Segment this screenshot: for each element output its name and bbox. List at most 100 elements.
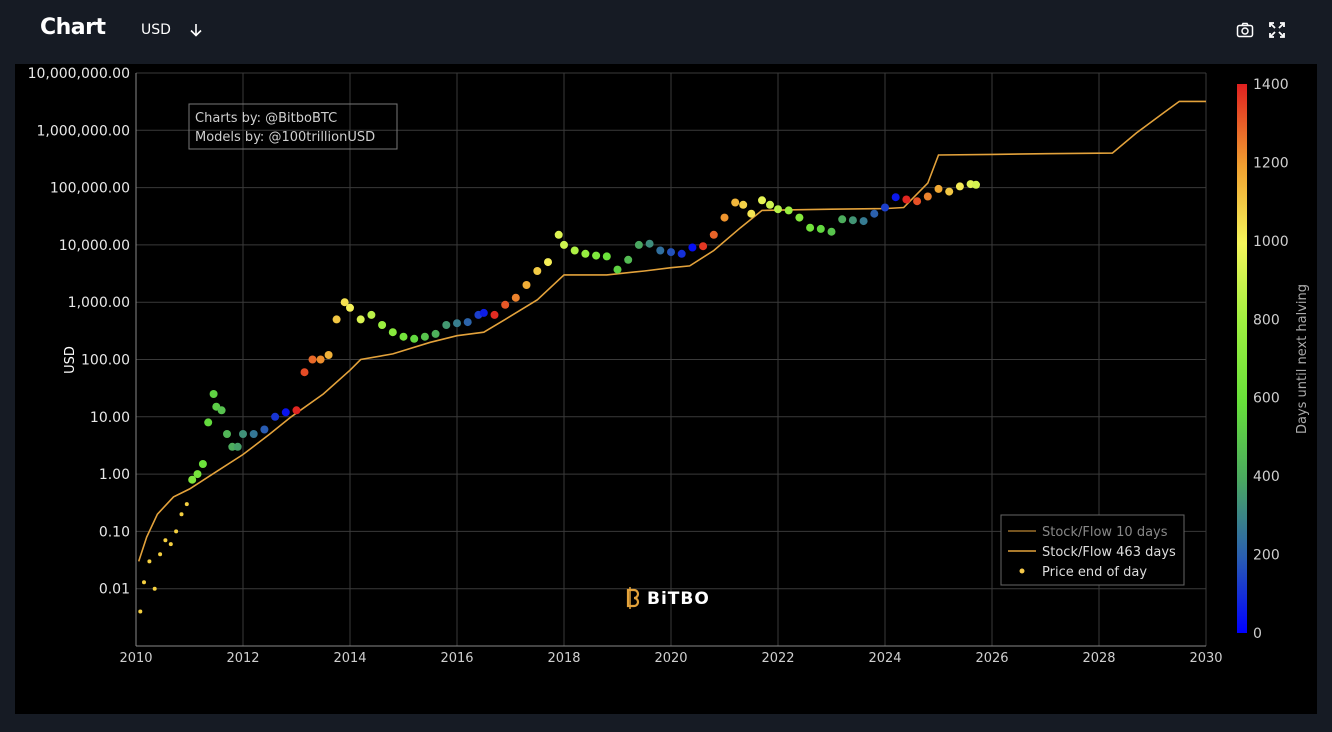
price-point: [324, 351, 333, 359]
price-point: [442, 321, 451, 329]
price-point: [758, 196, 766, 205]
y-axis-label: USD: [63, 346, 78, 374]
price-point: [554, 230, 563, 239]
currency-selector[interactable]: USD: [141, 22, 203, 38]
x-tick-label: 2012: [226, 651, 259, 666]
price-point: [356, 315, 365, 324]
price-point: [774, 205, 782, 214]
top-bar: Chart USD: [0, 0, 1332, 64]
price-point: [367, 310, 376, 319]
price-point: [340, 298, 349, 307]
price-point: [479, 308, 488, 317]
price-point: [158, 552, 163, 557]
y-tick-label: 0.01: [99, 582, 130, 598]
y-tick-label: 100.00: [81, 353, 130, 369]
colorbar-tick-label: 1200: [1253, 155, 1289, 171]
x-tick-label: 2028: [1082, 651, 1115, 666]
x-tick-label: 2022: [761, 651, 794, 666]
price-point: [677, 249, 686, 258]
price-point: [688, 243, 697, 252]
price-point: [316, 355, 325, 364]
price-point: [934, 184, 943, 193]
price-point: [881, 203, 889, 212]
price-point: [198, 460, 207, 468]
price-point: [747, 209, 756, 218]
colorbar-tick-label: 600: [1253, 391, 1280, 407]
price-point: [463, 318, 472, 327]
price-point: [645, 239, 654, 248]
price-point: [624, 255, 633, 264]
legend-entry: Stock/Flow 463 days: [1042, 545, 1176, 560]
credits-models: Models by: @100trillionUSD: [195, 130, 375, 145]
price-point: [848, 216, 857, 225]
price-point: [766, 200, 774, 209]
price-point: [784, 206, 793, 215]
price-point: [592, 251, 601, 260]
price-point: [239, 430, 247, 438]
price-point: [209, 390, 218, 398]
price-point: [667, 248, 675, 257]
price-point: [827, 227, 836, 236]
colorbar-tick-label: 1400: [1253, 77, 1289, 93]
colorbar-label: Days until next halving: [1295, 284, 1310, 434]
price-point: [193, 470, 202, 479]
price-point: [249, 430, 258, 438]
y-tick-label: 1,000.00: [68, 295, 130, 311]
y-tick-label: 10.00: [90, 410, 130, 426]
colorbar-tick-label: 400: [1253, 469, 1280, 485]
chart-panel: 10,000,000.00 1,000,000.00 100,000.00 10,00…: [15, 64, 1317, 714]
y-tick-label: 10,000.00: [59, 238, 130, 254]
expand-icon[interactable]: [1268, 21, 1286, 39]
price-point: [490, 310, 499, 319]
x-axis-ticks: 2010 2012 2014 2016 2018 2020 2022 2024 2026 2028…: [119, 651, 1222, 666]
currency-label: USD: [141, 22, 171, 38]
x-tick-label: 2010: [119, 651, 152, 666]
price-point: [204, 418, 213, 427]
price-point: [816, 224, 825, 233]
colorbar-tick-label: 0: [1253, 626, 1262, 642]
price-point: [292, 406, 301, 415]
y-tick-label: 0.10: [99, 524, 130, 540]
price-point: [945, 187, 954, 196]
price-point: [217, 406, 226, 415]
price-point: [152, 586, 157, 591]
price-point: [795, 213, 804, 222]
price-point: [570, 246, 579, 255]
credits-charts: Charts by: @BitboBTC: [195, 111, 337, 126]
price-point: [453, 319, 461, 328]
x-tick-label: 2014: [333, 651, 366, 666]
price-point: [656, 246, 665, 255]
price-point: [560, 240, 568, 249]
price-point: [544, 258, 552, 267]
price-point: [720, 213, 729, 222]
price-point: [388, 328, 397, 337]
price-point: [308, 355, 317, 364]
price-point: [913, 197, 922, 206]
x-tick-label: 2024: [868, 651, 901, 666]
price-point: [410, 334, 419, 343]
camera-icon[interactable]: [1236, 21, 1254, 39]
price-point: [870, 209, 879, 218]
price-point: [602, 252, 611, 261]
price-series: [138, 180, 980, 614]
x-tick-label: 2020: [654, 651, 687, 666]
price-point: [179, 512, 184, 517]
y-tick-label: 10,000,000.00: [28, 66, 130, 82]
price-point: [902, 195, 911, 204]
chart-svg[interactable]: 10,000,000.00 1,000,000.00 100,000.00 10,00…: [15, 64, 1317, 714]
price-point: [634, 240, 643, 249]
legend-entry: Price end of day: [1042, 565, 1147, 580]
price-point: [233, 442, 242, 451]
price-point: [972, 180, 980, 189]
bitbo-logo-icon: [626, 587, 640, 609]
credits-box: [188, 103, 398, 150]
price-point: [739, 200, 748, 209]
price-point: [138, 609, 143, 614]
y-tick-label: 1.00: [99, 467, 130, 483]
price-point: [522, 281, 531, 289]
colorbar-tick-label: 800: [1253, 312, 1280, 328]
colorbar-tick-label: 1000: [1253, 234, 1289, 250]
price-point: [699, 242, 708, 251]
legend[interactable]: Stock/Flow 10 days Stock/Flow 463 days P…: [1000, 514, 1185, 586]
x-tick-label: 2030: [1189, 651, 1222, 666]
